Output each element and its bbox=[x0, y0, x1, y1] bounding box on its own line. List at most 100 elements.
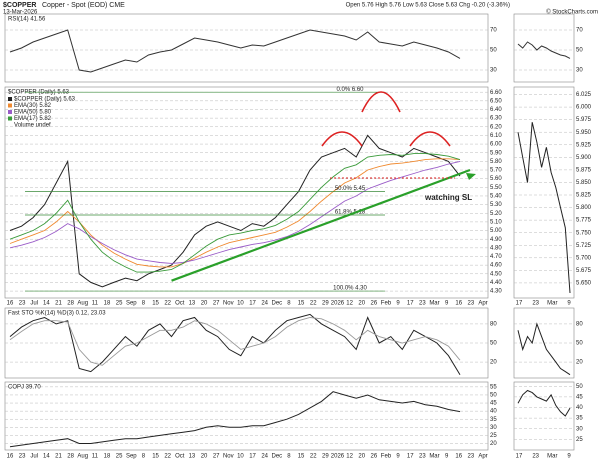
x-tick-label: 2026 bbox=[331, 454, 345, 460]
x-tick-label: 24 bbox=[261, 454, 268, 460]
fib-label: 0.0% 6.60 bbox=[336, 87, 364, 93]
y-tick-label: 5.650 bbox=[576, 281, 592, 287]
panel-title: Fast STO %K(14) %D(3) 0.12, 23.03 bbox=[8, 311, 106, 317]
series-line bbox=[517, 122, 571, 294]
x-tick-label: 18 bbox=[104, 301, 111, 307]
y-tick-label: 5.00 bbox=[490, 228, 502, 234]
legend-label: $COPPER (Daily) 5.63 bbox=[14, 97, 76, 103]
x-tick-label: 13 bbox=[189, 454, 196, 460]
x-tick-label: Apr bbox=[478, 301, 487, 307]
trend-arrow bbox=[466, 173, 476, 180]
y-tick-label: 5.80 bbox=[490, 159, 502, 165]
y-tick-label: 5.850 bbox=[576, 180, 592, 186]
y-tick-label: 6.000 bbox=[576, 105, 592, 111]
x-tick-label: 17 bbox=[249, 301, 256, 307]
series-line bbox=[517, 322, 571, 376]
x-tick-label: 27 bbox=[213, 454, 220, 460]
x-tick-label: 21 bbox=[55, 454, 62, 460]
y-tick-label: 70 bbox=[576, 28, 583, 34]
panel bbox=[513, 86, 575, 299]
panel-title: RSI(14) 41.56 bbox=[8, 17, 46, 23]
legend-label: EMA(50) 5.80 bbox=[14, 110, 52, 116]
x-tick-label: 22 bbox=[164, 301, 171, 307]
y-tick-label: 5.50 bbox=[490, 185, 502, 191]
x-tick-label: Nov bbox=[223, 301, 234, 307]
y-tick-label: 5.70 bbox=[490, 168, 502, 174]
description: Copper - Spot (EOD) CME bbox=[42, 2, 125, 9]
x-tick-label: 15 bbox=[152, 301, 159, 307]
x-tick-label: 10 bbox=[237, 301, 244, 307]
y-tick-label: 6.50 bbox=[490, 98, 502, 104]
x-tick-label: 9 bbox=[445, 301, 449, 307]
x-tick-label: 14 bbox=[43, 301, 50, 307]
x-tick-label: 13 bbox=[189, 301, 196, 307]
y-tick-label: 4.80 bbox=[490, 245, 502, 251]
series-line bbox=[9, 160, 461, 264]
series-line bbox=[9, 313, 461, 375]
x-tick-label: 8 bbox=[142, 454, 146, 460]
y-tick-label: 40 bbox=[576, 405, 583, 411]
x-tick-label: 23 bbox=[419, 454, 426, 460]
x-tick-label: 17 bbox=[516, 454, 523, 460]
series-line bbox=[9, 391, 461, 448]
y-tick-label: 20 bbox=[490, 441, 497, 447]
series-line bbox=[517, 41, 571, 59]
y-tick-label: 30 bbox=[490, 425, 497, 431]
x-tick-label: 23 bbox=[532, 301, 539, 307]
x-tick-label: 27 bbox=[213, 301, 220, 307]
legend-swatch bbox=[8, 110, 12, 114]
y-tick-label: 5.925 bbox=[576, 142, 592, 148]
panel bbox=[4, 86, 489, 299]
y-tick-label: 6.40 bbox=[490, 107, 502, 113]
x-tick-label: 15 bbox=[298, 301, 305, 307]
x-tick-label: 9 bbox=[567, 454, 571, 460]
x-tick-label: 21 bbox=[55, 301, 62, 307]
x-tick-label: Jul bbox=[30, 301, 38, 307]
y-tick-label: 5.40 bbox=[490, 194, 502, 200]
x-tick-label: 22 bbox=[310, 301, 317, 307]
symbol: $COPPER bbox=[3, 2, 36, 9]
legend-swatch bbox=[8, 103, 12, 108]
y-tick-label: 6.20 bbox=[490, 124, 502, 130]
y-tick-label: 20 bbox=[490, 360, 497, 366]
y-tick-label: 40 bbox=[490, 409, 497, 415]
x-tick-label: 22 bbox=[164, 454, 171, 460]
y-tick-label: 5.60 bbox=[490, 176, 502, 182]
x-tick-label: 25 bbox=[116, 454, 123, 460]
y-tick-label: 4.50 bbox=[490, 271, 502, 277]
panel bbox=[513, 13, 575, 83]
x-tick-label: 12 bbox=[346, 301, 353, 307]
x-tick-label: 14 bbox=[43, 454, 50, 460]
pattern-arc bbox=[409, 131, 451, 147]
y-tick-label: 25 bbox=[490, 433, 497, 439]
y-tick-label: 45 bbox=[490, 401, 497, 407]
panel bbox=[4, 13, 489, 83]
legend-swatch bbox=[8, 97, 12, 101]
y-tick-label: 55 bbox=[490, 384, 497, 390]
x-tick-label: 23 bbox=[468, 454, 475, 460]
x-tick-label: 26 bbox=[371, 301, 378, 307]
y-tick-label: 5.700 bbox=[576, 255, 592, 261]
y-tick-label: 4.40 bbox=[490, 280, 502, 286]
x-tick-label: Oct bbox=[175, 301, 185, 307]
y-tick-label: 4.90 bbox=[490, 237, 502, 243]
y-tick-label: 45 bbox=[576, 394, 583, 400]
x-tick-label: 17 bbox=[249, 454, 256, 460]
x-tick-label: 26 bbox=[371, 454, 378, 460]
x-tick-label: 16 bbox=[455, 454, 462, 460]
x-tick-label: 17 bbox=[407, 454, 414, 460]
y-tick-label: 5.20 bbox=[490, 211, 502, 217]
x-tick-label: 16 bbox=[7, 454, 14, 460]
x-tick-label: 9 bbox=[396, 454, 400, 460]
x-tick-label: 15 bbox=[298, 454, 305, 460]
y-tick-label: 25 bbox=[576, 437, 583, 443]
x-tick-label: 29 bbox=[322, 301, 329, 307]
y-tick-label: 20 bbox=[576, 360, 583, 366]
x-tick-label: 2026 bbox=[331, 301, 345, 307]
y-tick-label: 30 bbox=[576, 68, 583, 74]
y-tick-label: 50 bbox=[490, 341, 497, 347]
y-tick-label: 5.800 bbox=[576, 205, 592, 211]
x-tick-label: 28 bbox=[67, 454, 74, 460]
y-tick-label: 50 bbox=[490, 393, 497, 399]
y-tick-label: 80 bbox=[576, 321, 583, 327]
